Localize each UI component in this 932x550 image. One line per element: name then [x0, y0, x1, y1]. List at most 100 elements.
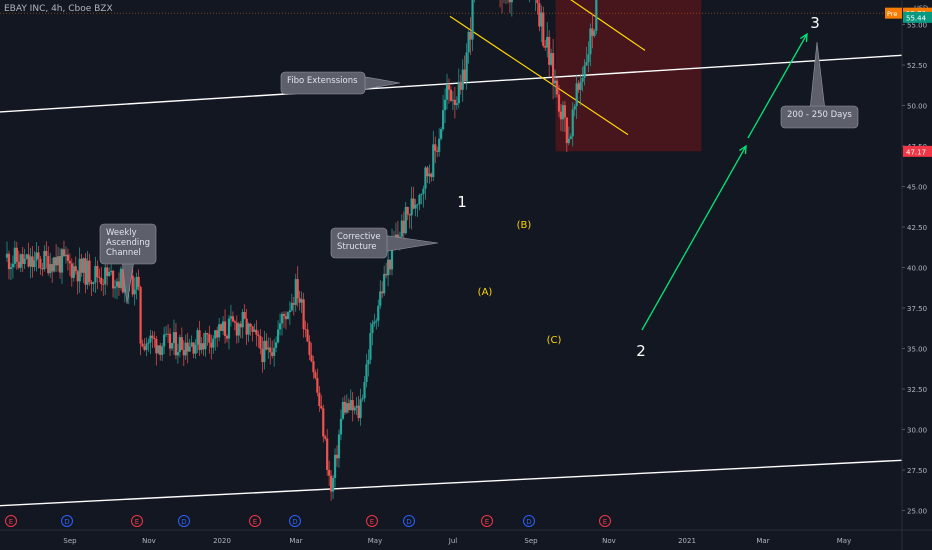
candle-body [208, 334, 211, 343]
candle-body [408, 214, 411, 216]
candle-body [422, 188, 425, 194]
candle-body [53, 257, 56, 272]
candle-body [280, 313, 284, 324]
candle-body [131, 275, 134, 295]
candle-body [149, 335, 152, 343]
candle-body [13, 247, 16, 264]
price-axis[interactable] [902, 0, 932, 550]
candle-body [143, 346, 146, 350]
candle-body [161, 346, 164, 355]
candle-body [363, 382, 366, 399]
candle-body [546, 36, 549, 48]
candle-body [577, 83, 580, 90]
candle-body [351, 400, 354, 411]
candle-body [56, 256, 60, 266]
wave-1-label: 1 [457, 193, 467, 211]
candle-body [204, 333, 207, 350]
corrective-channel-upper [570, 0, 646, 51]
candle-body [290, 302, 293, 311]
candle-body [202, 343, 205, 350]
candle-body [404, 206, 407, 234]
dividend-marker[interactable] [178, 515, 190, 527]
earnings-marker[interactable] [249, 515, 261, 527]
price-tick-label: 50.00 [907, 103, 927, 111]
candle-body [436, 150, 439, 152]
candle-body [117, 281, 121, 288]
price-tick-label: 27.50 [907, 467, 927, 475]
earnings-marker[interactable] [5, 515, 17, 527]
candle-body [237, 323, 240, 336]
candle-body [400, 220, 403, 237]
candle-body [233, 321, 236, 323]
candle-body [326, 438, 329, 470]
candle-body [418, 195, 421, 205]
weekly-callout-text: Channel [106, 248, 141, 258]
candle-body [273, 347, 276, 356]
dividend-marker[interactable] [289, 515, 301, 527]
candle-body [335, 454, 339, 459]
candle-body [320, 406, 323, 409]
candle-body [190, 342, 193, 347]
candle-body [355, 405, 358, 408]
candle-body [86, 260, 89, 285]
candle-body [298, 298, 301, 303]
candle-body [434, 144, 437, 151]
earnings-marker[interactable] [599, 515, 611, 527]
dividend-marker[interactable] [523, 515, 535, 527]
candle-body [443, 99, 447, 111]
candle-body [186, 342, 189, 352]
dividend-marker[interactable] [403, 515, 415, 527]
candle-body [414, 204, 417, 209]
candle-body [548, 36, 551, 65]
corrective-channel-lower [449, 15, 629, 136]
candle-body [269, 347, 272, 353]
candle-body [416, 204, 419, 206]
candle-body [184, 342, 187, 356]
candle-body [121, 268, 124, 293]
candle-body [451, 99, 455, 101]
dividend-marker[interactable] [61, 515, 73, 527]
days-callout[interactable]: 200 - 250 Days [780, 41, 859, 129]
earnings-marker[interactable] [131, 515, 143, 527]
candle-body [536, 0, 539, 4]
candle-body [306, 329, 309, 342]
candle-body [239, 323, 242, 328]
candle-body [58, 256, 62, 273]
candle-body [569, 136, 572, 139]
chart-header: EBAY INC, 4h, Cboe BZX [4, 4, 113, 14]
candle-body [90, 281, 93, 284]
fibo-callout[interactable]: Fibo Extenssions [280, 71, 401, 95]
candle-body [74, 266, 77, 272]
earnings-marker[interactable] [366, 515, 378, 527]
candle-body [7, 253, 11, 270]
price-tick-label: 35.00 [907, 346, 927, 354]
price-tick-label: 55.00 [907, 22, 927, 30]
earnings-marker[interactable] [481, 515, 493, 527]
candle-body [593, 30, 596, 36]
candle-body [82, 258, 85, 273]
candle-body [17, 261, 20, 268]
candle-body [151, 335, 154, 338]
time-tick-label: Mar [756, 537, 769, 545]
candle-body [218, 324, 221, 338]
candle-body [398, 236, 401, 238]
candle-body [388, 259, 392, 270]
candle-body [145, 343, 148, 350]
candle-body [110, 270, 113, 272]
event-marker-label: E [603, 518, 607, 526]
candle-body [343, 401, 346, 413]
candle-body [35, 252, 38, 261]
candle-body [304, 329, 307, 330]
price-tick-label: 32.50 [907, 386, 927, 394]
candle-body [111, 270, 115, 289]
candle-body [263, 340, 266, 363]
candle-body [188, 346, 191, 352]
price-badge [903, 11, 932, 23]
candle-body [465, 52, 468, 82]
candle-body [147, 342, 150, 344]
candle-body [316, 378, 319, 393]
candle-body [322, 408, 325, 437]
